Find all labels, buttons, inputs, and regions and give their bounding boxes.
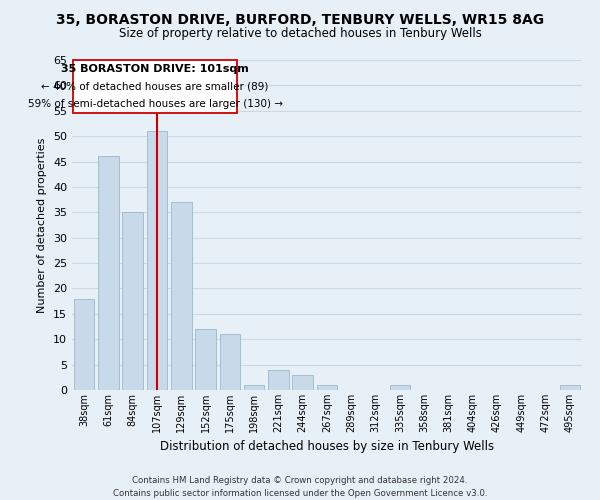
Bar <box>195 329 216 390</box>
Bar <box>74 298 94 390</box>
Text: ← 40% of detached houses are smaller (89): ← 40% of detached houses are smaller (89… <box>41 82 269 92</box>
Text: Contains HM Land Registry data © Crown copyright and database right 2024.
Contai: Contains HM Land Registry data © Crown c… <box>113 476 487 498</box>
Bar <box>98 156 119 390</box>
Bar <box>389 385 410 390</box>
Bar <box>146 131 167 390</box>
Bar <box>560 385 580 390</box>
Bar <box>244 385 265 390</box>
Bar <box>292 375 313 390</box>
X-axis label: Distribution of detached houses by size in Tenbury Wells: Distribution of detached houses by size … <box>160 440 494 454</box>
FancyBboxPatch shape <box>73 60 237 114</box>
Y-axis label: Number of detached properties: Number of detached properties <box>37 138 47 312</box>
Bar <box>171 202 191 390</box>
Text: Size of property relative to detached houses in Tenbury Wells: Size of property relative to detached ho… <box>119 28 481 40</box>
Text: 35 BORASTON DRIVE: 101sqm: 35 BORASTON DRIVE: 101sqm <box>61 64 249 74</box>
Bar <box>268 370 289 390</box>
Text: 59% of semi-detached houses are larger (130) →: 59% of semi-detached houses are larger (… <box>28 100 283 110</box>
Bar <box>317 385 337 390</box>
Text: 35, BORASTON DRIVE, BURFORD, TENBURY WELLS, WR15 8AG: 35, BORASTON DRIVE, BURFORD, TENBURY WEL… <box>56 12 544 26</box>
Bar <box>122 212 143 390</box>
Bar <box>220 334 240 390</box>
